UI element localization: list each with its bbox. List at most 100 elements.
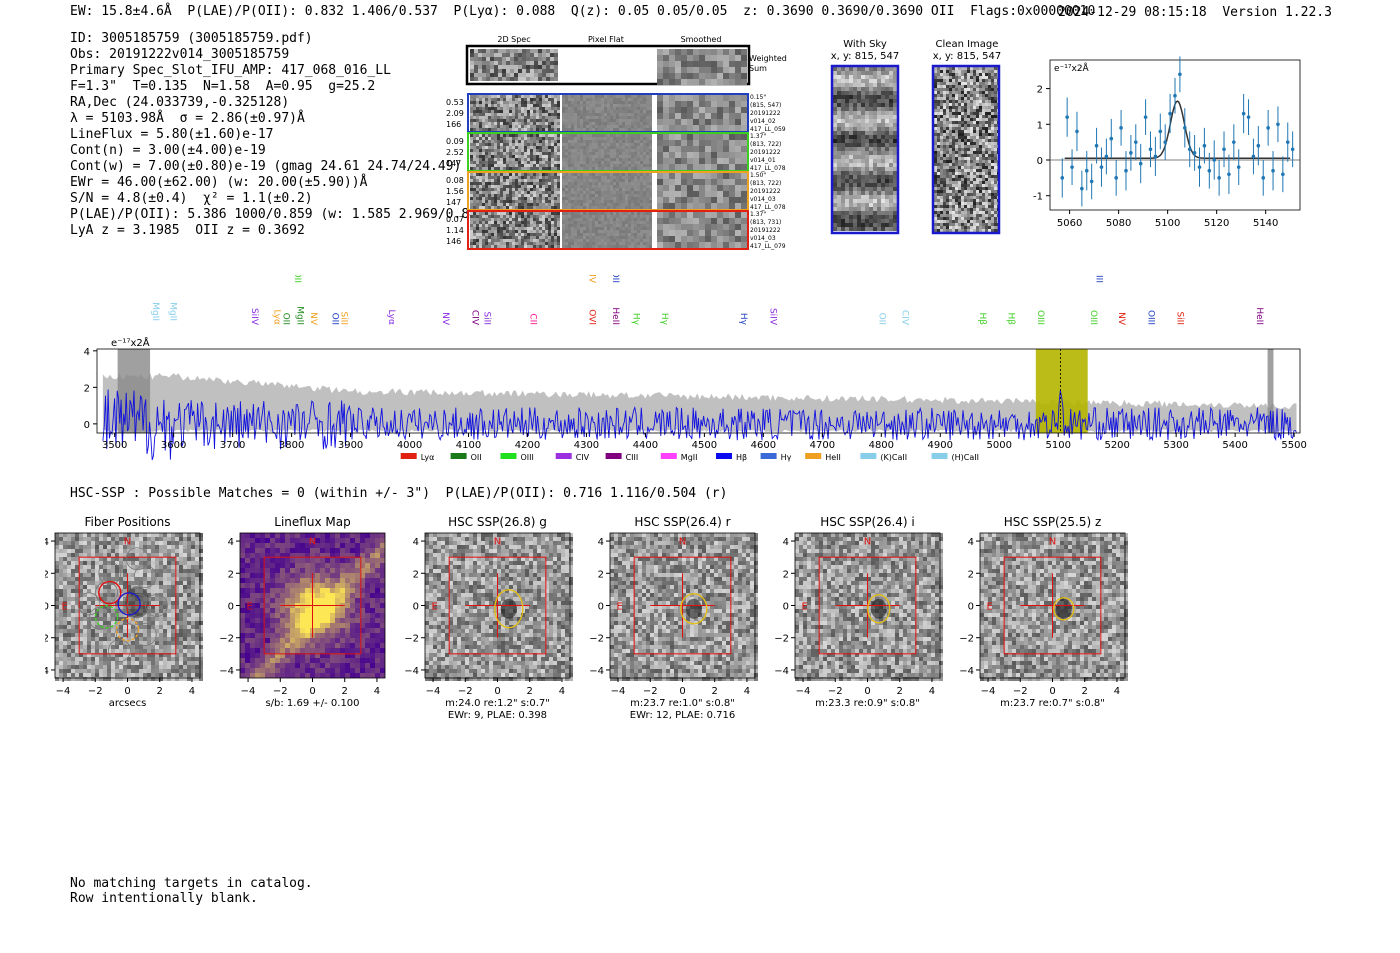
noise-pixel — [545, 155, 548, 158]
noise-pixel — [640, 161, 643, 164]
noise-pixel — [610, 119, 613, 122]
noise-pixel — [735, 119, 741, 125]
sky-pixel — [889, 103, 893, 107]
noise-pixel — [994, 67, 997, 70]
noise-pixel — [526, 61, 530, 65]
noise-pixel — [562, 137, 565, 140]
sky-pixel — [885, 139, 889, 143]
noise-pixel — [637, 197, 640, 200]
noise-pixel — [589, 155, 592, 158]
noise-pixel — [476, 215, 479, 218]
noise-pixel — [988, 85, 991, 88]
sky-pixel — [893, 67, 897, 71]
noise-pixel — [628, 134, 631, 137]
noise-pixel — [604, 191, 607, 194]
noise-pixel — [497, 191, 500, 194]
sky-pixel — [841, 135, 845, 139]
noise-pixel — [580, 110, 583, 113]
noise-pixel — [586, 122, 589, 125]
noise-pixel — [551, 116, 554, 119]
noise-pixel — [601, 236, 604, 239]
sky-pixel — [881, 179, 885, 183]
noise-pixel — [574, 194, 577, 197]
noise-pixel — [976, 142, 979, 145]
noise-pixel — [970, 70, 973, 73]
sky-pixel — [861, 95, 865, 99]
noise-pixel — [497, 164, 500, 167]
noise-pixel — [711, 119, 717, 125]
noise-pixel — [506, 221, 509, 224]
noise-pixel — [515, 224, 518, 227]
noise-pixel — [548, 116, 551, 119]
noise-pixel — [646, 146, 649, 149]
noise-pixel — [500, 146, 503, 149]
noise-pixel — [634, 182, 637, 185]
noise-pixel — [506, 194, 509, 197]
noise-pixel — [976, 166, 979, 169]
noise-pixel — [711, 197, 717, 203]
noise-pixel — [982, 157, 985, 160]
noise-pixel — [580, 233, 583, 236]
noise-pixel — [500, 116, 503, 119]
noise-pixel — [551, 161, 554, 164]
noise-pixel — [473, 137, 476, 140]
noise-pixel — [625, 188, 628, 191]
noise-pixel — [574, 239, 577, 242]
noise-pixel — [973, 79, 976, 82]
sky-pixel — [885, 163, 889, 167]
noise-pixel — [955, 142, 958, 145]
noise-pixel — [973, 106, 976, 109]
sky-pixel — [869, 179, 873, 183]
noise-pixel — [595, 188, 598, 191]
noise-pixel — [485, 176, 488, 179]
noise-pixel — [967, 151, 970, 154]
sky-pixel — [833, 195, 837, 199]
noise-pixel — [494, 140, 497, 143]
sky-pixel — [877, 147, 881, 151]
sky-pixel — [849, 155, 853, 159]
noise-pixel — [482, 197, 485, 200]
noise-pixel — [741, 95, 747, 101]
noise-pixel — [994, 157, 997, 160]
noise-pixel — [649, 230, 652, 233]
noise-pixel — [592, 125, 595, 128]
noise-pixel — [574, 146, 577, 149]
spec2d-row-meta: 20191222 — [750, 188, 781, 195]
sky-pixel — [889, 215, 893, 219]
noise-pixel — [476, 146, 479, 149]
noise-pixel — [550, 69, 554, 73]
noise-pixel — [616, 173, 619, 176]
noise-pixel — [967, 79, 970, 82]
noise-pixel — [982, 133, 985, 136]
noise-pixel — [958, 97, 961, 100]
noise-pixel — [533, 221, 536, 224]
noise-pixel — [586, 146, 589, 149]
noise-pixel — [554, 221, 557, 224]
noise-pixel — [943, 115, 946, 118]
noise-pixel — [554, 161, 557, 164]
sky-pixel — [845, 107, 849, 111]
noise-pixel — [562, 149, 565, 152]
noise-pixel — [470, 245, 473, 248]
sky-pixel — [885, 131, 889, 135]
noise-pixel — [616, 122, 619, 125]
noise-pixel — [717, 61, 723, 67]
noise-pixel — [491, 242, 494, 245]
noise-pixel — [577, 191, 580, 194]
noise-pixel — [982, 136, 985, 139]
sky-pixel — [853, 79, 857, 83]
noise-pixel — [628, 242, 631, 245]
noise-pixel — [723, 212, 729, 218]
noise-pixel — [634, 110, 637, 113]
noise-pixel — [622, 176, 625, 179]
noise-pixel — [628, 206, 631, 209]
sky-pixel — [853, 163, 857, 167]
sky-pixel — [889, 71, 893, 75]
sky-pixel — [885, 147, 889, 151]
noise-pixel — [610, 239, 613, 242]
sky-pixel — [861, 159, 865, 163]
noise-pixel — [646, 143, 649, 146]
noise-pixel — [937, 100, 940, 103]
noise-pixel — [646, 104, 649, 107]
noise-pixel — [598, 101, 601, 104]
